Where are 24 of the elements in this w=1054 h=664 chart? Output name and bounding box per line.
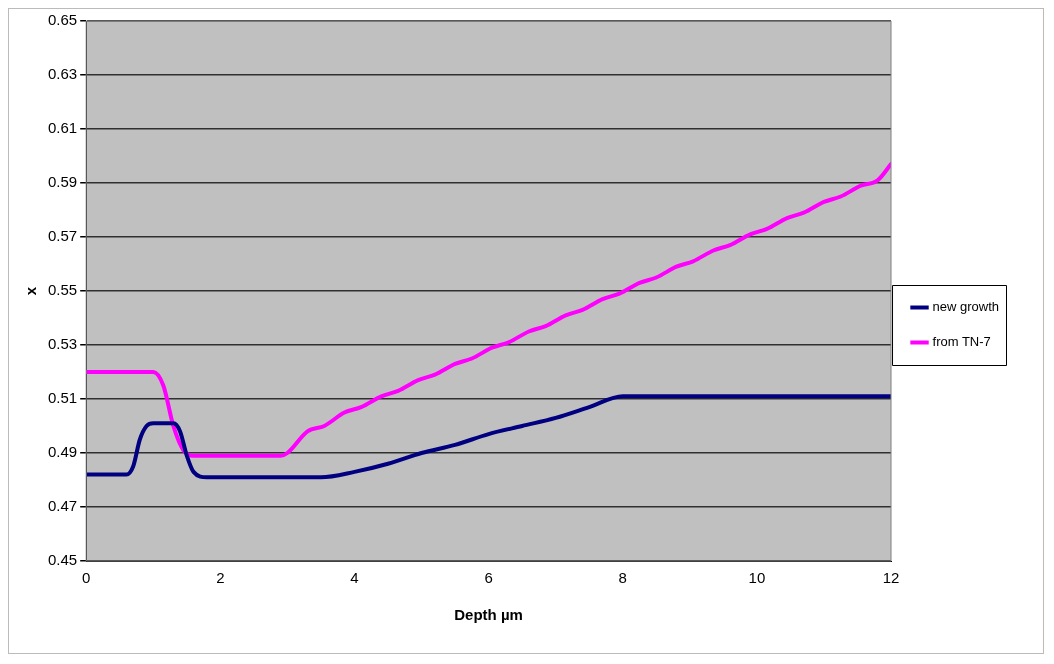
line-series (86, 394, 892, 480)
y-tick-label: 0.55 (47, 281, 78, 299)
x-tick-label: 10 (748, 569, 766, 587)
x-tick-label: 2 (216, 569, 225, 587)
y-tick-label: 0.63 (47, 65, 78, 83)
x-tick-label: 4 (350, 569, 359, 587)
legend-label: new growth (932, 299, 1000, 315)
line-series (86, 162, 892, 458)
y-tick-label: 0.45 (47, 551, 78, 569)
y-tick-label: 0.47 (47, 497, 78, 515)
y-tick-label: 0.51 (47, 389, 78, 407)
y-tick-label: 0.53 (47, 335, 78, 353)
x-tick-label: 0 (82, 569, 91, 587)
y-axis-title: x (22, 286, 40, 296)
x-tick-label: 12 (882, 569, 900, 587)
legend-label: from TN-7 (932, 334, 991, 350)
y-tick-label: 0.61 (47, 119, 78, 137)
y-tick-label: 0.65 (47, 11, 78, 29)
x-axis-title: Depth µm (454, 606, 523, 624)
x-tick-label: 8 (618, 569, 627, 587)
y-tick-label: 0.59 (47, 173, 78, 191)
x-tick-label: 6 (484, 569, 493, 587)
y-tick-label: 0.57 (47, 227, 78, 245)
y-tick-label: 0.49 (47, 443, 78, 461)
